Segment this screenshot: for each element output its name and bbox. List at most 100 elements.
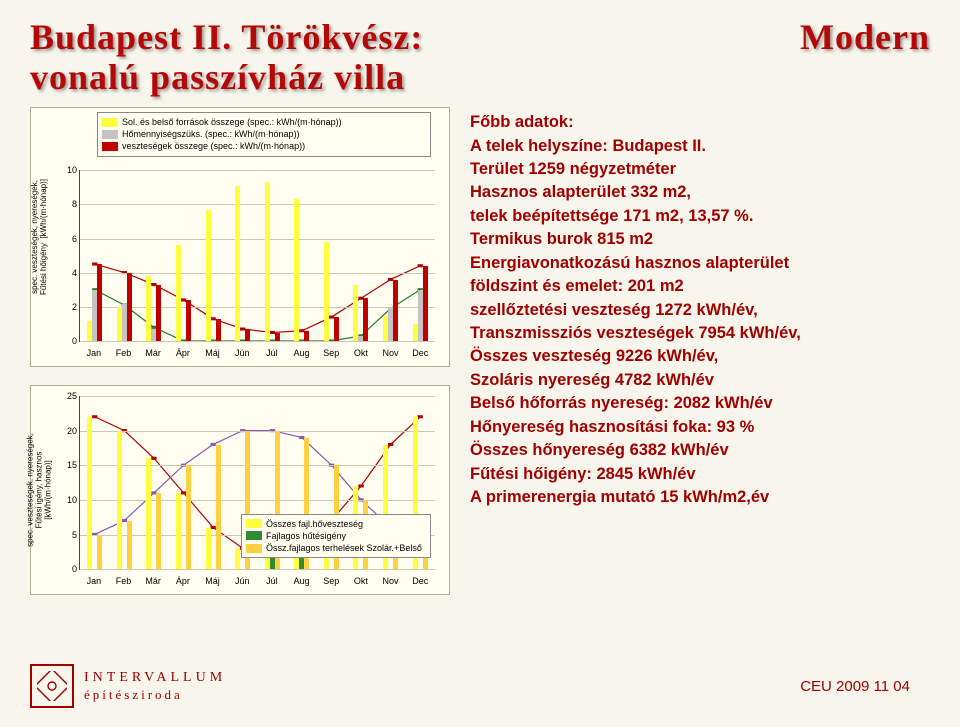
info-line: Fűtési hőigény: 2845 kWh/év <box>470 463 930 486</box>
info-line: telek beépítettsége 171 m2, 13,57 %. <box>470 205 930 228</box>
gridline <box>80 341 435 342</box>
legend-item: Hőmennyiségszüks. (spec.: kWh/(m·hónap)) <box>102 128 426 140</box>
bar-group <box>139 396 169 569</box>
bar <box>216 445 221 570</box>
month-label: Feb <box>109 576 139 586</box>
bar <box>216 319 221 341</box>
info-line: Összes veszteség 9226 kWh/év, <box>470 345 930 368</box>
info-line: földszint és emelet: 201 m2 <box>470 275 930 298</box>
bar <box>97 535 102 570</box>
title-right: Modern <box>800 18 930 58</box>
legend-swatch <box>102 118 118 127</box>
bar-group <box>405 170 435 341</box>
logo-icon <box>30 664 74 708</box>
ytick-label: 4 <box>72 268 80 278</box>
ytick-label: 5 <box>72 530 80 540</box>
legend-label: Össz.fajlagos terhelések Szolár.+Belső <box>266 542 422 554</box>
info-line: Transzmissziós veszteségek 7954 kWh/év, <box>470 322 930 345</box>
bar <box>363 298 368 341</box>
month-label: Aug <box>287 348 317 358</box>
month-label: Ápr <box>168 348 198 358</box>
title-line2: vonalú passzívház villa <box>30 58 930 98</box>
bar <box>176 245 181 341</box>
info-line: Összes hőnyereség 6382 kWh/év <box>470 439 930 462</box>
bars-container <box>80 170 435 341</box>
month-label: Okt <box>346 576 376 586</box>
legend-label: veszteségek összege (spec.: kWh/(m·hónap… <box>122 140 305 152</box>
month-label: Dec <box>405 576 435 586</box>
legend-swatch <box>102 130 118 139</box>
legend-item: Fajlagos hűtésigény <box>246 530 426 542</box>
bar <box>235 186 240 342</box>
left-column: spec. veszteségek, nyereségek, Fűtési hő… <box>30 107 450 595</box>
legend-label: Összes fajl.hőveszteség <box>266 518 363 530</box>
info-line: Főbb adatok: <box>470 111 930 134</box>
bar-group <box>287 170 317 341</box>
info-panel: Főbb adatok:A telek helyszíne: Budapest … <box>470 107 930 595</box>
info-line: Szoláris nyereség 4782 kWh/év <box>470 369 930 392</box>
bar-group <box>169 396 199 569</box>
month-label: Ápr <box>168 576 198 586</box>
gridline <box>80 569 435 570</box>
bar-group <box>317 170 347 341</box>
bar <box>127 273 132 341</box>
month-label: Júl <box>257 348 287 358</box>
chart-2: spec. veszteségek, nyereségek, Fűtési ig… <box>30 385 450 595</box>
bar-group <box>80 396 110 569</box>
bar-group <box>80 170 110 341</box>
bar-group <box>228 170 258 341</box>
bar <box>206 210 211 342</box>
month-label: Sep <box>316 576 346 586</box>
title-row: Budapest II. Törökvész: Modern <box>30 18 930 58</box>
bar-group <box>346 170 376 341</box>
chart2-ylabel: spec. veszteségek, nyereségek, Fűtési ig… <box>26 390 53 590</box>
info-line: Hőnyereség hasznosítási foka: 93 % <box>470 416 930 439</box>
chart2-legend: Összes fajl.hőveszteségFajlagos hűtésigé… <box>241 514 431 558</box>
brand-line2: építésziroda <box>84 687 226 703</box>
bar <box>304 331 309 341</box>
month-label: Jan <box>79 576 109 586</box>
info-line: A primerenergia mutató 15 kWh/m2,év <box>470 486 930 509</box>
bar <box>117 431 122 569</box>
bar-group <box>198 396 228 569</box>
bar <box>206 528 211 570</box>
bar-group <box>257 170 287 341</box>
bar <box>294 199 299 341</box>
month-label: Már <box>138 576 168 586</box>
bar <box>186 465 191 569</box>
chart1-xaxis: JanFebMárÁprMájJúnJúlAugSepOktNovDec <box>79 348 435 358</box>
legend-swatch <box>246 531 262 540</box>
bar-group <box>376 170 406 341</box>
month-label: Nov <box>376 576 406 586</box>
slide: Budapest II. Törökvész: Modern vonalú pa… <box>0 0 960 727</box>
ytick-label: 10 <box>67 495 80 505</box>
month-label: Feb <box>109 348 139 358</box>
bar <box>176 493 181 569</box>
ytick-label: 2 <box>72 302 80 312</box>
bar <box>156 493 161 569</box>
footer-right: CEU 2009 11 04 <box>800 678 910 695</box>
month-label: Júl <box>257 576 287 586</box>
info-line: Energiavonatkozású hasznos alapterület <box>470 252 930 275</box>
ytick-label: 15 <box>67 460 80 470</box>
month-label: Jan <box>79 348 109 358</box>
legend-label: Fajlagos hűtésigény <box>266 530 346 542</box>
bar-group <box>198 170 228 341</box>
legend-item: veszteségek összege (spec.: kWh/(m·hónap… <box>102 140 426 152</box>
bar <box>97 264 102 341</box>
bar <box>235 548 240 569</box>
month-label: Máj <box>198 348 228 358</box>
info-line: Hasznos alapterület 332 m2, <box>470 181 930 204</box>
info-line: szellőztetési veszteség 1272 kWh/év, <box>470 299 930 322</box>
bar <box>146 458 151 569</box>
legend-item: Összes fajl.hőveszteség <box>246 518 426 530</box>
chart1-ylabel: spec. veszteségek, nyereségek, Fűtési hő… <box>30 137 48 337</box>
month-label: Máj <box>198 576 228 586</box>
legend-label: Hőmennyiségszüks. (spec.: kWh/(m·hónap)) <box>122 128 300 140</box>
ytick-label: 6 <box>72 234 80 244</box>
month-label: Okt <box>346 348 376 358</box>
month-label: Dec <box>405 348 435 358</box>
month-label: Jún <box>227 348 257 358</box>
legend-label: Sol. és belső források összege (spec.: k… <box>122 116 342 128</box>
content: spec. veszteségek, nyereségek, Fűtési hő… <box>30 107 930 595</box>
